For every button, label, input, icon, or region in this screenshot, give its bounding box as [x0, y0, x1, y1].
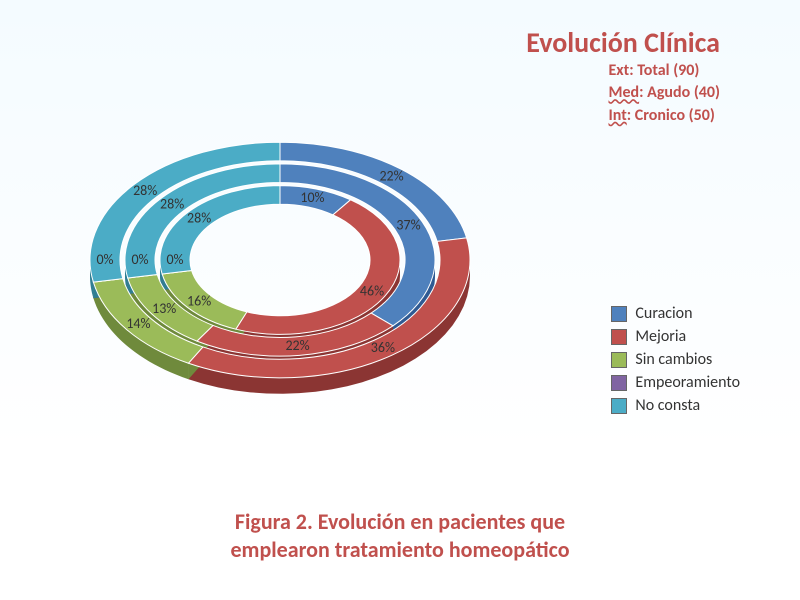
legend: Curacion Mejoria Sin cambios Empeoramiento N… [611, 300, 740, 419]
segment-label: 14% [126, 315, 150, 332]
segment-label: 22% [379, 167, 403, 184]
segment-label: 36% [371, 339, 395, 356]
legend-item: Empeoramiento [611, 373, 740, 392]
svg-text:0%: 0% [96, 251, 113, 268]
segment-label: 28% [187, 210, 211, 227]
legend-item: No consta [611, 396, 740, 415]
segment-label: 28% [160, 196, 184, 213]
legend-label: No consta [635, 396, 700, 415]
segment-label: 10% [300, 189, 324, 206]
legend-swatch [611, 306, 627, 322]
legend-swatch [611, 398, 627, 414]
segment-label: 46% [360, 282, 384, 299]
legend-item: Sin cambios [611, 350, 740, 369]
legend-swatch [611, 352, 627, 368]
segment-label: 16% [187, 292, 211, 309]
figure-caption: Figura 2. Evolución en pacientes que emp… [0, 508, 800, 565]
segment-label: 37% [396, 217, 420, 234]
legend-label: Empeoramiento [635, 373, 740, 392]
legend-label: Mejoria [635, 327, 686, 346]
donut-chart: 10% 46% 16% 0% 28% 37% 22% 13% 0% 28% 22% 36% 14% 0% 2… [40, 40, 520, 480]
svg-text:0%: 0% [131, 251, 148, 268]
segment-label: 28% [133, 182, 157, 199]
chart-title: Evolución Clínica [526, 25, 720, 60]
legend-item: Mejoria [611, 327, 740, 346]
legend-swatch [611, 375, 627, 391]
legend-label: Sin cambios [635, 350, 712, 369]
legend-swatch [611, 329, 627, 345]
legend-label: Curacion [635, 304, 692, 323]
subtitle-block: Ext: Total (90) Med: Agudo (40) Int: Cro… [608, 60, 720, 127]
svg-text:0%: 0% [166, 251, 183, 268]
segment-label: 13% [152, 300, 176, 317]
segment-label: 22% [285, 337, 309, 354]
legend-item: Curacion [611, 304, 740, 323]
